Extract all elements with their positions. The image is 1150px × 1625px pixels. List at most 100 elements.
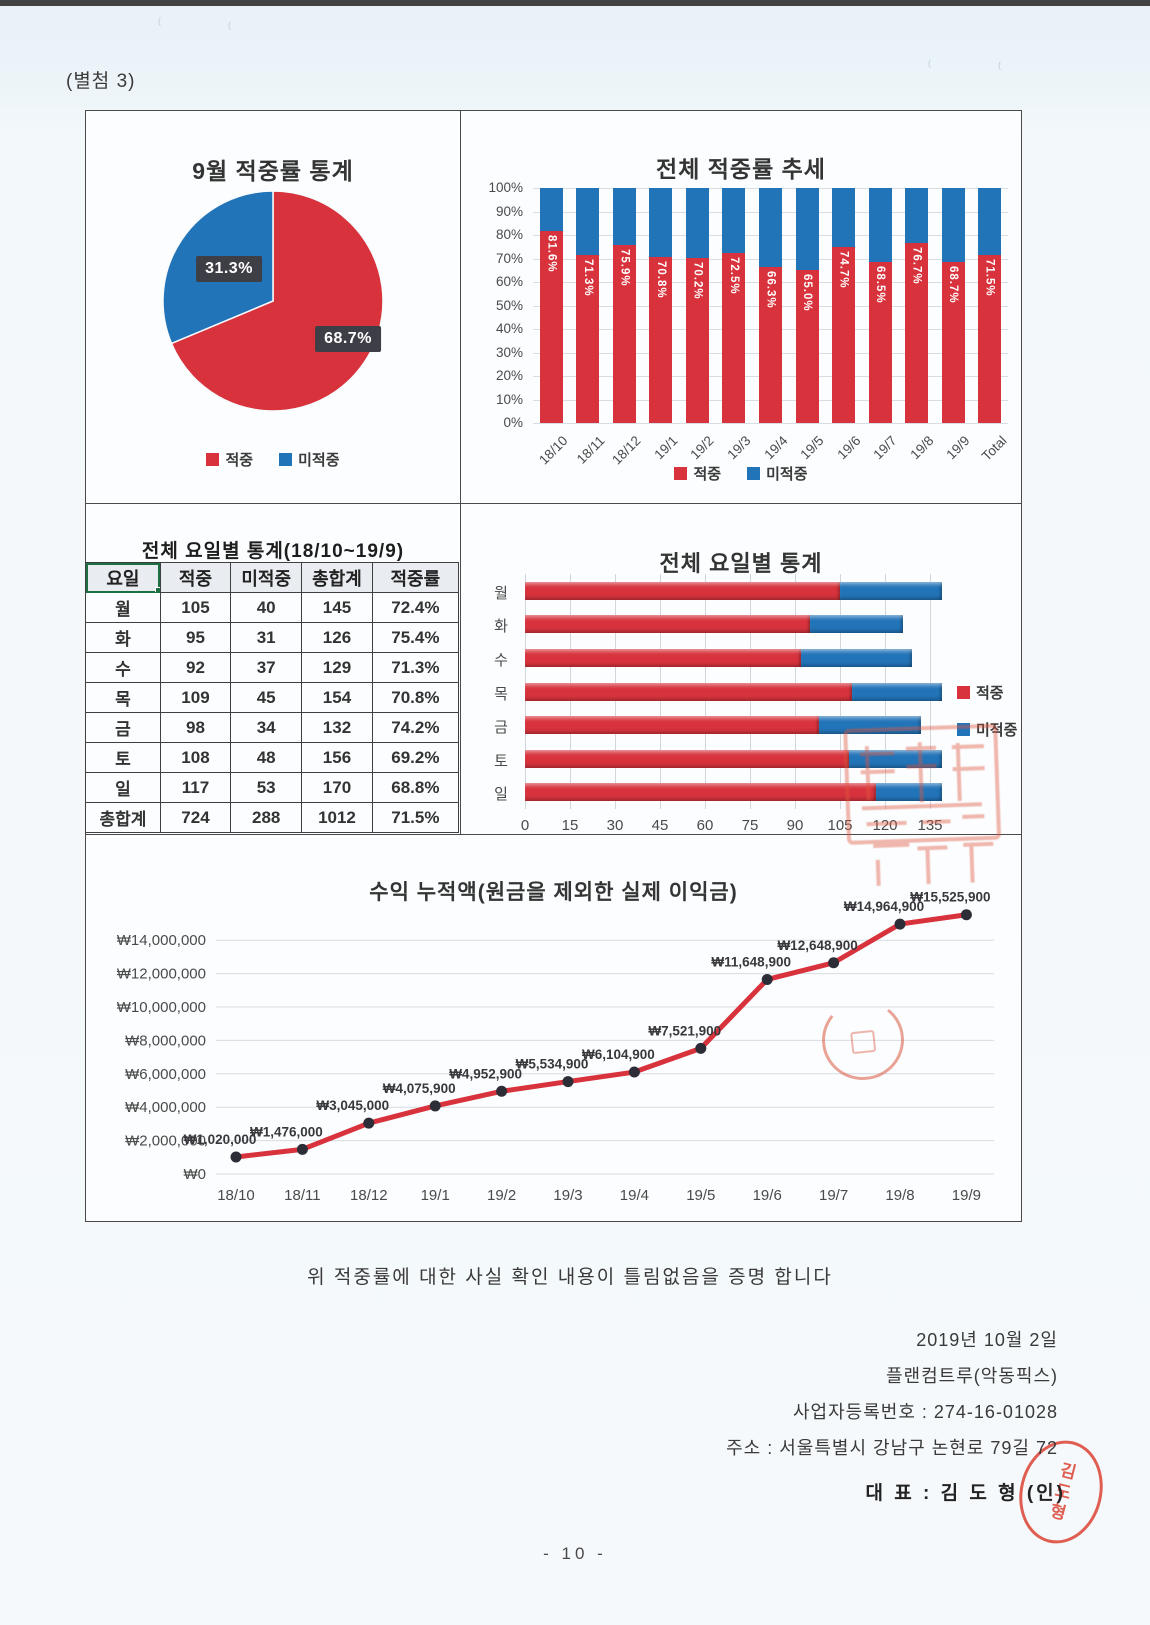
panel-september-pie-chart: 9월 적중률 통계 31.3% 68.7% 적중 미적중 [85,110,461,504]
trend-y-tick-label: 70% [495,250,523,266]
trend-bar-19/3: 72.5% [722,188,746,423]
trend-x-tick-label: 19/8 [907,433,937,463]
excel-selection-handle [154,587,160,592]
hbar-x-tick-label: 15 [561,817,579,834]
trend-y-tick-label: 50% [495,297,523,313]
profit-x-tick-label: 18/12 [350,1187,388,1204]
hbar-category-label-일: 일 [494,786,508,804]
trend-y-tick-label: 80% [495,227,523,242]
table-cell: 117 [159,772,232,803]
trend-legend-item: 적중 [674,463,721,484]
hbar-legend-swatch [957,686,970,699]
trend-x-tick-label: Total [978,433,1010,464]
table-cell: 68.8% [371,772,460,803]
trend-bar-segment-miss [905,188,929,243]
pie-chart-title: 9월 적중률 통계 [192,158,354,185]
table-cell: 월 [85,592,161,623]
trend-bar-value-label: 70.8% [654,260,667,299]
weekday-stats-table: 요일 적중 미적중 총합계 적중률 월 105 40 145 72.4% 화 95 31 126 75.4%… [85,562,460,833]
table-cell: 156 [301,742,373,773]
profit-x-tick-label: 18/11 [284,1187,320,1204]
scan-speck: ( [158,16,161,26]
trend-bar-segment-miss [612,188,636,245]
table-cell: 69.2% [371,742,460,773]
pie-slice-label-hit: 68.7% [315,326,381,352]
trend-bar-18/10: 81.6% [539,188,563,423]
table-cell: 71.5% [371,802,460,833]
trend-bar-segment-miss [868,188,892,263]
attachment-label: (별첨 3) [66,71,136,92]
trend-bar-value-label: 70.2% [691,262,704,300]
weekday-table-title: 전체 요일별 통계(18/10~19/9) [141,540,405,562]
hbar-x-tick-label: 0 [520,817,530,834]
trend-bar-value-label: 76.7% [910,246,923,285]
profit-point-label: ₩5,534,900 [516,1057,589,1072]
trend-y-tick-label: 30% [495,344,523,360]
hbar-x-tick-label: 90 [786,817,804,834]
trend-legend-swatch [747,467,761,480]
table-cell: 170 [301,772,373,803]
profit-x-tick-label: 19/6 [753,1187,782,1204]
profit-chart-title: 수익 누적액(원금을 제외한 실제 이익금) [369,881,738,905]
profit-data-point [894,918,906,930]
pie-slice-적중 [170,190,384,412]
trend-x-tick-label: 19/6 [833,433,864,463]
trend-x-tick-label: 19/4 [760,433,791,463]
trend-bar-segment-hit [685,258,709,423]
hbar-segment-hit [525,716,819,735]
profit-data-point [496,1085,508,1097]
table-row-금: 금 98 34 132 74.2% [85,712,460,743]
trend-bar-19/1: 70.8% [649,188,673,423]
profit-point-label: ₩1,476,000 [250,1124,323,1139]
table-cell: 75.4% [371,622,460,653]
trend-x-tick-label: 19/7 [870,433,900,463]
profit-y-tick-label: ₩14,000,000 [117,932,206,949]
profit-point-label: ₩1,020,000 [184,1132,257,1147]
table-row-수: 수 92 37 129 71.3% [85,652,460,683]
table-row-일: 일 117 53 170 68.8% [85,772,460,803]
trend-bar-slot: 68.5% [862,188,899,423]
trend-bar-segment-miss [758,188,782,268]
weekday-bar-plot-area: 0 15 30 45 60 75 90 105 120 135 월 화 수 목 금 토 일 [461,504,1021,834]
trend-bar-value-label: 68.7% [947,265,960,304]
trend-bar-value-label: 72.5% [727,256,740,295]
profit-point-label: ₩3,045,000 [316,1098,389,1113]
hbar-x-tick-label: 75 [741,817,759,834]
trend-bar-19/5: 65.0% [795,188,819,423]
profit-data-point [230,1151,242,1163]
trend-bar-19/7: 68.5% [868,188,892,423]
table-cell: 129 [301,652,373,683]
scan-speck: ( [928,58,931,68]
profit-point-label: ₩11,648,900 [711,954,791,969]
trend-bar-value-label: 71.3% [581,259,594,298]
trend-y-tick-label: 0% [503,415,523,430]
trend-bar-segment-hit [905,242,929,423]
table-cell: 금 [85,712,161,743]
pie-legend-label: 적중 [225,452,254,469]
hbar-x-tick-label: 105 [827,817,853,834]
hbar-segment-hit [525,783,876,802]
table-cell: 토 [85,742,161,773]
table-cell: 45 [230,682,303,713]
table-header-적중: 적중 [159,562,232,593]
trend-y-tick-label: 100% [488,180,523,195]
profit-x-tick-label: 19/1 [421,1187,450,1204]
table-cell: 92 [159,652,232,683]
profit-x-tick-label: 19/5 [686,1187,715,1204]
profit-chart-svg: ₩0 ₩2,000,000 ₩4,000,000 ₩6,000,000 ₩8,000,0… [117,890,994,1204]
hbar-segment-miss [801,648,912,667]
profit-x-tick-label: 19/7 [819,1187,848,1204]
trend-gridline [533,423,1008,424]
trend-x-tick-label: 19/5 [797,433,827,463]
address-line: 주소 : 서울특별시 강남구 논현로 79길 72 [726,1438,1058,1458]
hbar-legend-item: 적중 [957,682,1017,703]
table-cell: 총합계 [85,802,161,833]
table-cell: 수 [85,652,161,683]
trend-bar-19/6: 74.7% [832,188,856,423]
profit-data-point [296,1143,308,1155]
trend-y-tick-label: 60% [495,274,523,289]
pie-chart-legend: 적중 미적중 [86,449,460,470]
panel-weekday-bar-chart: 전체 요일별 통계 0 15 30 45 60 75 90 105 120 135 월 화 수 목 금 토 일 … [460,503,1022,835]
trend-bar-19/2: 70.2% [685,188,709,423]
table-header-총합계: 총합계 [301,562,373,593]
